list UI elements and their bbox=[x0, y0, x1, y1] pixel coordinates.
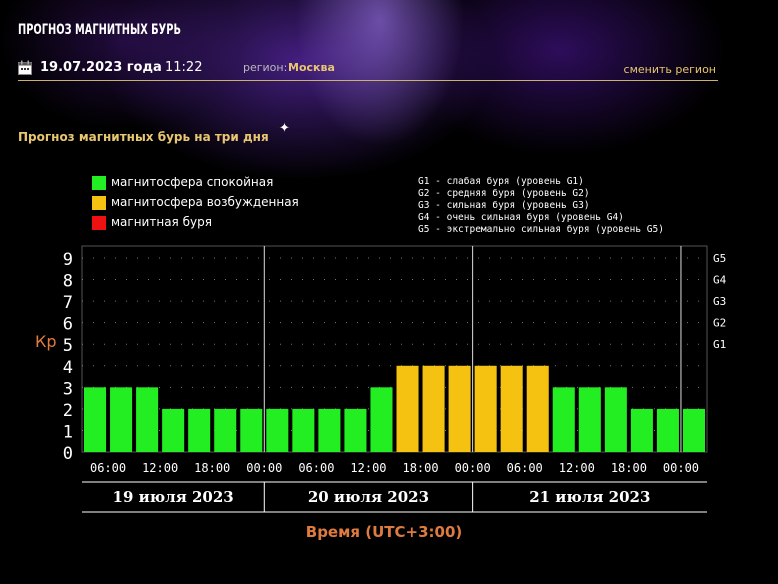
x-tick-label: 18:00 bbox=[611, 461, 647, 475]
g-level-list: G1 - слабая буря (уровень G1) G2 - средн… bbox=[418, 176, 664, 236]
g-tick-label: G2 bbox=[713, 317, 726, 330]
kp-bar bbox=[318, 408, 341, 452]
kp-bar bbox=[370, 387, 393, 452]
day-label: 21 июля 2023 bbox=[529, 488, 650, 506]
g-tick-label: G5 bbox=[713, 252, 726, 265]
kp-bar bbox=[500, 365, 523, 452]
x-tick-label: 00:00 bbox=[663, 461, 699, 475]
sparkle-icon: ✦ bbox=[279, 121, 290, 136]
region-label: регион: bbox=[243, 61, 288, 74]
g-level-item: G2 - средняя буря (уровень G2) bbox=[418, 188, 590, 199]
y-axis-label: Кр bbox=[35, 332, 57, 351]
kp-bar bbox=[656, 408, 679, 452]
x-axis-title: Время (UTC+3:00) bbox=[305, 523, 463, 541]
legend-swatch-storm bbox=[92, 216, 106, 230]
plot-area bbox=[81, 245, 708, 453]
kp-bar bbox=[526, 365, 549, 452]
day-label: 19 июля 2023 bbox=[113, 488, 234, 506]
kp-bar bbox=[422, 365, 445, 452]
kp-bar bbox=[266, 408, 289, 452]
current-time: 11:22 bbox=[165, 60, 203, 75]
g-tick-label: G1 bbox=[713, 338, 726, 351]
legend-item-storm: магнитная буря bbox=[92, 215, 322, 231]
y-tick-label: 3 bbox=[63, 379, 73, 399]
kp-bar bbox=[292, 408, 315, 452]
x-tick-label: 06:00 bbox=[298, 461, 334, 475]
y-tick-label: 9 bbox=[63, 250, 73, 270]
x-tick-label: 00:00 bbox=[246, 461, 282, 475]
kp-bar bbox=[682, 408, 705, 452]
y-tick-label: 4 bbox=[63, 358, 73, 378]
x-tick-label: 06:00 bbox=[90, 461, 126, 475]
legend-swatch-excited bbox=[92, 196, 106, 210]
change-region-link[interactable]: сменить регион bbox=[623, 63, 716, 76]
legend-label-storm: магнитная буря bbox=[111, 215, 212, 229]
kp-bar bbox=[448, 365, 471, 452]
g-level-item: G1 - слабая буря (уровень G1) bbox=[418, 176, 584, 187]
x-tick-label: 12:00 bbox=[559, 461, 595, 475]
kp-bar bbox=[162, 408, 185, 452]
date-bar: 19.07.2023 года 11:22 регион: Москва сме… bbox=[18, 58, 718, 81]
current-date: 19.07.2023 года bbox=[40, 60, 162, 75]
kp-bar bbox=[240, 408, 263, 452]
kp-bar bbox=[630, 408, 653, 452]
x-tick-label: 12:00 bbox=[350, 461, 386, 475]
kp-bar bbox=[604, 387, 627, 452]
kp-bar bbox=[578, 387, 601, 452]
forecast-title: Прогноз магнитных бурь на три дня bbox=[18, 130, 269, 144]
g-level-item: G4 - очень сильная буря (уровень G4) bbox=[418, 212, 624, 223]
kp-bar bbox=[396, 365, 419, 452]
y-tick-label: 2 bbox=[63, 401, 73, 421]
g-level-item: G3 - сильная буря (уровень G3) bbox=[418, 200, 590, 211]
kp-bar bbox=[110, 387, 133, 452]
x-tick-label: 12:00 bbox=[142, 461, 178, 475]
x-tick-label: 00:00 bbox=[455, 461, 491, 475]
x-axis-title-wrap: Время (UTC+3:00) bbox=[0, 522, 778, 541]
kp-bar bbox=[136, 387, 159, 452]
g-tick-label: G4 bbox=[713, 274, 727, 287]
kp-bar bbox=[214, 408, 237, 452]
y-tick-label: 0 bbox=[63, 444, 73, 464]
kp-bar bbox=[344, 408, 367, 452]
legend-label-calm: магнитосфера спокойная bbox=[111, 175, 274, 189]
legend-swatch-calm bbox=[92, 176, 106, 190]
legend-item-excited: магнитосфера возбужденная bbox=[92, 195, 322, 211]
site-title: ПРОГНОЗ МАГНИТНЫХ БУРЬ bbox=[18, 22, 181, 38]
y-tick-label: 1 bbox=[63, 422, 73, 442]
x-tick-label: 18:00 bbox=[194, 461, 230, 475]
day-label: 20 июля 2023 bbox=[308, 488, 429, 506]
region-value: Москва bbox=[288, 61, 335, 74]
y-tick-label: 6 bbox=[63, 315, 73, 335]
g-level-item: G5 - экстремально сильная буря (уровень … bbox=[418, 224, 664, 235]
x-tick-label: 18:00 bbox=[402, 461, 438, 475]
kp-bar bbox=[474, 365, 497, 452]
kp-bar bbox=[552, 387, 575, 452]
calendar-icon bbox=[18, 60, 32, 75]
y-tick-label: 7 bbox=[63, 293, 73, 313]
legend-label-excited: магнитосфера возбужденная bbox=[111, 195, 299, 209]
kp-bar bbox=[188, 408, 211, 452]
y-tick-label: 8 bbox=[63, 272, 73, 292]
y-tick-label: 5 bbox=[63, 336, 73, 356]
legend-item-calm: магнитосфера спокойная bbox=[92, 175, 322, 191]
x-tick-label: 06:00 bbox=[507, 461, 543, 475]
g-tick-label: G3 bbox=[713, 295, 726, 308]
kp-bar bbox=[84, 387, 107, 452]
